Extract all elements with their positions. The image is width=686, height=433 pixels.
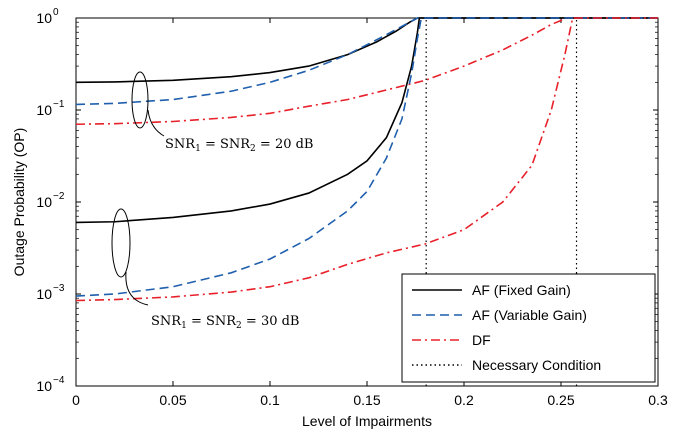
y-axis-label: Outage Probability (OP) — [11, 128, 27, 277]
legend-box — [401, 273, 656, 383]
series-layer — [75, 17, 658, 386]
series-line-af-fixed-gain — [75, 17, 658, 84]
snr-annotation: SNR1 = SNR2 = 30 dB — [151, 314, 300, 331]
y-tick-label: 10 — [36, 286, 52, 302]
y-tick-exponent: −4 — [53, 375, 65, 386]
legend-label: Necessary Condition — [472, 357, 601, 373]
legend: AF (Fixed Gain) AF (Variable Gain) DF Neces… — [401, 273, 656, 383]
x-tick-label: 0.1 — [260, 392, 280, 408]
series-line-df — [75, 17, 658, 126]
series-line-af-fixed-gain — [75, 17, 658, 224]
x-tick-label: 0 — [72, 392, 80, 408]
x-tick-label: 0.2 — [454, 392, 474, 408]
y-tick-exponent: −2 — [53, 191, 65, 202]
y-tick-exponent: −3 — [53, 283, 65, 294]
x-tick-label: 0.25 — [547, 392, 574, 408]
annotation-pointer — [147, 109, 165, 137]
x-axis-label: Level of Impairments — [302, 413, 432, 429]
annotation-ellipse — [111, 208, 131, 278]
legend-label: AF (Variable Gain) — [472, 307, 587, 323]
series-line-df — [75, 17, 658, 302]
y-tick-label: 10 — [36, 378, 52, 394]
y-tick-exponent: 0 — [53, 7, 59, 18]
annotation-pointer — [125, 271, 149, 306]
series-line-af-variable-gain — [75, 17, 658, 106]
annotations-layer: SNR1 = SNR2 = 20 dB SNR1 = SNR2 = 30 dB — [111, 71, 314, 331]
y-tick-label: 10 — [36, 10, 52, 26]
y-tick-label: 10 — [36, 194, 52, 210]
x-tick-label: 0.05 — [159, 392, 186, 408]
x-tick-label: 0.15 — [353, 392, 380, 408]
snr-annotation: SNR1 = SNR2 = 20 dB — [165, 137, 314, 154]
legend-label: DF — [472, 332, 491, 348]
y-tick-label: 10 — [36, 102, 52, 118]
legend-label: AF (Fixed Gain) — [472, 282, 571, 298]
x-tick-label: 0.3 — [648, 392, 668, 408]
annotation-ellipse — [131, 71, 149, 129]
y-tick-exponent: −1 — [53, 99, 65, 110]
